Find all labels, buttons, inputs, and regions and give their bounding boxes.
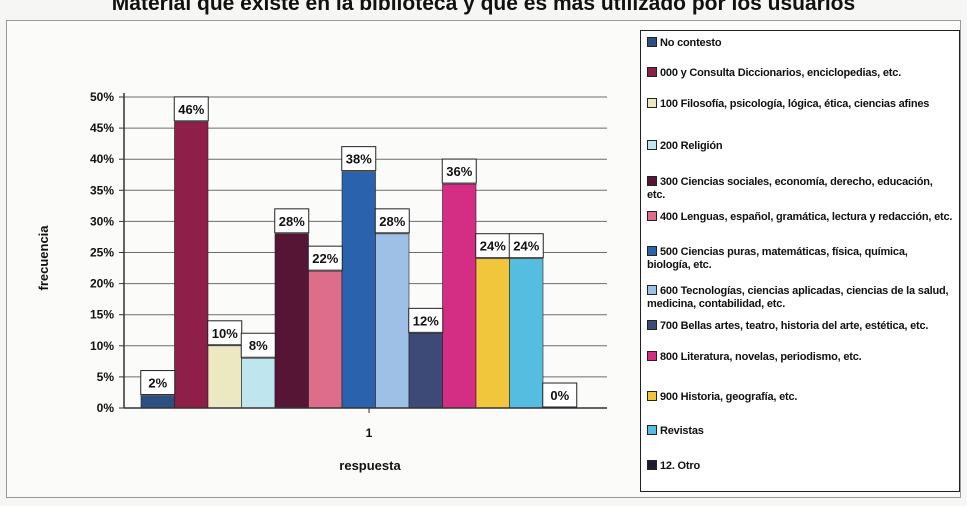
legend-item: No contesto <box>647 37 953 50</box>
data-label: 38% <box>346 152 372 167</box>
bar <box>274 233 309 409</box>
y-tick-label: 0% <box>97 401 115 415</box>
data-label: 10% <box>212 326 238 341</box>
legend-label: 600 Tecnologías, ciencias aplicadas, cie… <box>647 285 949 310</box>
data-label: 24% <box>513 239 539 254</box>
legend-label: 12. Otro <box>660 460 700 472</box>
legend-item: 700 Bellas artes, teatro, historia del a… <box>647 320 953 333</box>
data-labels: 2% 46% 10% 8% 28% 22% 38% 28% 12% 36% 24% 24% 0% <box>140 96 578 408</box>
y-tick-label: 30% <box>90 214 114 228</box>
y-tick-label: 5% <box>97 370 115 384</box>
legend-item: 600 Tecnologías, ciencias aplicadas, cie… <box>647 285 953 311</box>
bar <box>174 121 209 409</box>
data-label: 2% <box>148 376 167 391</box>
bar <box>375 233 410 409</box>
y-tick-label: 50% <box>90 90 114 104</box>
data-label-box <box>274 208 310 234</box>
data-label-box <box>207 320 243 346</box>
y-tick-label: 40% <box>90 152 114 166</box>
legend-label: No contesto <box>660 37 722 49</box>
data-label: 8% <box>249 338 268 353</box>
bars <box>140 121 544 409</box>
legend-swatch <box>647 211 657 221</box>
data-label-box <box>475 233 511 259</box>
data-label-box <box>374 208 410 234</box>
legend-item: 12. Otro <box>647 460 953 473</box>
legend-item: 300 Ciencias sociales, economía, derecho… <box>647 176 953 202</box>
legend-swatch <box>647 425 657 435</box>
legend-swatch <box>647 98 657 108</box>
legend-label: Revistas <box>660 425 704 437</box>
y-tick-label: 10% <box>90 339 114 353</box>
legend-label: 100 Filosofía, psicología, lógica, ética… <box>660 98 930 110</box>
legend-swatch <box>647 320 657 330</box>
data-label-box <box>542 382 578 408</box>
legend-swatch <box>647 351 657 361</box>
bar <box>207 345 242 409</box>
legend-item: 800 Literatura, novelas, periodismo, etc… <box>647 351 953 364</box>
data-label: 46% <box>178 102 204 117</box>
legend-item: Revistas <box>647 425 953 438</box>
legend-label: 500 Ciencias puras, matemáticas, física,… <box>647 246 908 271</box>
data-label: 28% <box>279 214 305 229</box>
data-label: 12% <box>413 313 439 328</box>
legend-swatch <box>647 67 657 77</box>
legend-swatch <box>647 37 657 47</box>
legend-item: 000 y Consulta Diccionarios, enciclopedi… <box>647 67 953 80</box>
legend-swatch <box>647 140 657 150</box>
bar <box>308 270 343 409</box>
data-label-box <box>140 370 176 396</box>
data-label: 0% <box>550 388 569 403</box>
legend-item: 500 Ciencias puras, matemáticas, física,… <box>647 246 953 272</box>
y-tick-label: 20% <box>90 277 114 291</box>
legend-label: 300 Ciencias sociales, economía, derecho… <box>647 176 933 201</box>
legend-label: 900 Historia, geografía, etc. <box>660 391 798 403</box>
legend-label: 400 Lenguas, español, gramática, lectura… <box>660 211 953 223</box>
y-tick-label: 15% <box>90 308 114 322</box>
data-label-box <box>408 307 444 333</box>
bar <box>475 258 510 409</box>
y-tick-label: 25% <box>90 246 114 260</box>
legend-swatch <box>647 460 657 470</box>
axes: 0% 5% 10% 15% 20% 25% 30% 35% 40% 45% 50% <box>90 90 607 415</box>
legend-item: 400 Lenguas, español, gramática, lectura… <box>647 211 953 224</box>
bar <box>408 333 443 409</box>
legend-item: 900 Historia, geografía, etc. <box>647 391 953 404</box>
bar <box>509 258 544 409</box>
data-label: 24% <box>480 239 506 254</box>
legend-swatch <box>647 285 657 295</box>
legend-label: 800 Literatura, novelas, periodismo, etc… <box>660 351 862 363</box>
data-label-box <box>240 332 276 358</box>
legend-swatch <box>647 176 657 186</box>
x-tick-label: 1 <box>366 426 373 440</box>
bar <box>140 395 175 409</box>
data-label-box <box>508 233 544 259</box>
x-axis-label: respuesta <box>339 458 401 473</box>
data-label-box <box>173 96 209 122</box>
data-label: 22% <box>312 251 338 266</box>
legend-swatch <box>647 391 657 401</box>
data-label-box <box>307 245 343 271</box>
data-label-box <box>441 158 477 184</box>
y-tick-label: 35% <box>90 183 114 197</box>
legend: No contesto 000 y Consulta Diccionarios, … <box>640 30 960 492</box>
legend-item: 100 Filosofía, psicología, lógica, ética… <box>647 98 953 111</box>
data-label: 28% <box>379 214 405 229</box>
data-label: 36% <box>446 164 472 179</box>
y-tick-label: 45% <box>90 121 114 135</box>
bar <box>341 171 376 409</box>
legend-label: 700 Bellas artes, teatro, historia del a… <box>660 320 929 332</box>
legend-swatch <box>647 246 657 256</box>
bar <box>241 357 276 409</box>
bar <box>442 183 477 409</box>
y-axis-label: frecuencia <box>36 225 51 291</box>
legend-label: 000 y Consulta Diccionarios, enciclopedi… <box>660 67 902 79</box>
chart-title: Material que existe en la biblioteca y q… <box>111 0 856 15</box>
legend-item: 200 Religión <box>647 140 953 153</box>
data-label-box <box>341 146 377 172</box>
legend-label: 200 Religión <box>660 140 723 152</box>
